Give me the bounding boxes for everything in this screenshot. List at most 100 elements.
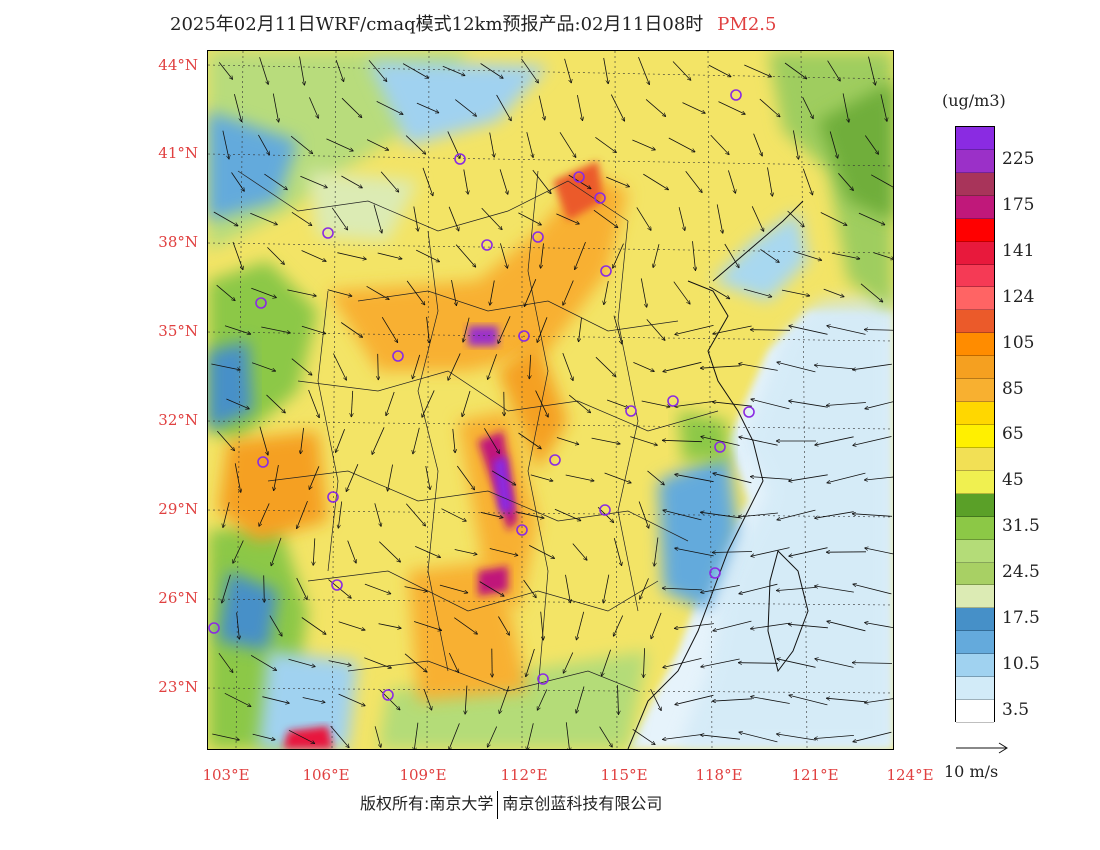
wind-arrow bbox=[556, 437, 579, 445]
wind-arrow bbox=[423, 689, 432, 711]
wind-arrow bbox=[613, 537, 621, 566]
city-marker bbox=[594, 192, 606, 204]
wind-arrow bbox=[251, 287, 276, 298]
wind-arrow bbox=[700, 735, 740, 740]
city-marker bbox=[667, 395, 679, 407]
wind-arrow bbox=[518, 432, 542, 449]
wind-arrow bbox=[498, 316, 511, 343]
wind-arrow bbox=[853, 731, 892, 742]
wind-arrow bbox=[556, 213, 579, 224]
wind-arrow bbox=[610, 94, 626, 122]
wind-arrow bbox=[738, 512, 778, 517]
wind-arrow bbox=[454, 617, 477, 635]
wind-arrow bbox=[252, 733, 276, 740]
city-marker bbox=[454, 153, 466, 165]
map-title: 2025年02月11日WRF/cmaq模式12km预报产品:02月11日08时 P… bbox=[170, 12, 776, 38]
legend-swatch bbox=[956, 424, 994, 448]
wind-arrow bbox=[250, 655, 277, 670]
wind-arrow bbox=[271, 537, 282, 566]
wind-arrow bbox=[827, 472, 866, 483]
wind-arrow bbox=[675, 325, 714, 334]
wind-arrow bbox=[386, 391, 395, 416]
wind-arrow bbox=[224, 325, 251, 334]
wind-arrow bbox=[274, 465, 279, 491]
wind-arrow bbox=[346, 464, 359, 492]
lon-label-103: 103°E bbox=[202, 766, 250, 784]
wind-arrow bbox=[760, 249, 780, 262]
legend-swatch bbox=[956, 539, 994, 563]
wind-arrow bbox=[272, 93, 278, 123]
wind-arrow bbox=[793, 130, 798, 159]
wind-arrow bbox=[309, 97, 318, 118]
wind-arrow bbox=[692, 241, 696, 271]
wind-arrow bbox=[606, 399, 629, 408]
wind-arrow bbox=[380, 171, 399, 193]
wind-arrow bbox=[662, 588, 703, 591]
wind-arrow bbox=[576, 686, 585, 714]
copyright-owner: 版权所有:南京大学 bbox=[360, 794, 494, 813]
legend-swatch bbox=[956, 287, 994, 311]
wind-arrow bbox=[653, 244, 660, 268]
legend-swatch bbox=[956, 402, 994, 425]
wind-arrow bbox=[568, 394, 591, 413]
wind-arrow bbox=[288, 658, 316, 666]
legend-label: 141 bbox=[1002, 241, 1035, 262]
wind-arrow bbox=[341, 175, 362, 188]
wind-arrow bbox=[529, 545, 555, 559]
wind-arrow bbox=[224, 692, 251, 708]
wind-arrow bbox=[231, 172, 245, 192]
legend-swatch bbox=[956, 379, 994, 403]
legend-label: 105 bbox=[1002, 332, 1035, 353]
wind-arrow bbox=[223, 502, 230, 528]
legend-swatch bbox=[956, 127, 994, 150]
legend-swatch bbox=[956, 585, 994, 609]
wind-arrow bbox=[264, 173, 287, 190]
wind-arrow bbox=[402, 63, 429, 79]
wind-arrow bbox=[826, 698, 866, 703]
wind-arrow bbox=[750, 622, 790, 629]
city-marker bbox=[382, 689, 394, 701]
wind-arrow bbox=[406, 280, 425, 305]
city-marker bbox=[599, 504, 611, 516]
wind-arrow bbox=[331, 207, 348, 230]
wind-arrow bbox=[368, 60, 387, 81]
wind-arrow bbox=[404, 653, 427, 672]
legend-swatch bbox=[956, 356, 994, 380]
wind-arrow bbox=[864, 548, 893, 555]
wind-arrow bbox=[413, 206, 418, 232]
wind-arrow bbox=[829, 131, 838, 159]
city-marker bbox=[625, 405, 637, 417]
wind-arrow bbox=[842, 93, 849, 122]
wind-arrow bbox=[743, 288, 772, 297]
legend-swatch bbox=[956, 608, 994, 632]
wind-arrow bbox=[338, 693, 366, 706]
pm25-field bbox=[208, 51, 893, 749]
wind-vectors bbox=[211, 56, 893, 749]
wind-arrow bbox=[709, 286, 730, 299]
wind-arrow bbox=[535, 390, 549, 418]
wind-arrow bbox=[651, 612, 662, 639]
wind-arrow bbox=[341, 97, 362, 118]
wind-arrow bbox=[236, 612, 240, 640]
wind-arrow bbox=[233, 540, 244, 564]
wind-arrow bbox=[480, 63, 504, 79]
wind-arrow bbox=[347, 540, 357, 564]
wind-arrow bbox=[479, 581, 505, 597]
wind-arrow bbox=[526, 648, 535, 677]
city-marker bbox=[208, 622, 220, 634]
legend-swatch bbox=[956, 447, 994, 471]
wind-arrow bbox=[858, 212, 885, 225]
wind-arrow bbox=[738, 663, 779, 664]
wind-arrow bbox=[788, 474, 828, 481]
wind-arrow bbox=[462, 390, 471, 417]
lon-label-115: 115°E bbox=[600, 766, 648, 784]
wind-arrow bbox=[413, 621, 442, 631]
wind-arrow bbox=[524, 279, 537, 307]
wind-arrow bbox=[554, 508, 581, 521]
wind-arrow bbox=[575, 241, 586, 270]
lon-label-106: 106°E bbox=[302, 766, 350, 784]
forecast-map bbox=[207, 50, 894, 750]
wind-arrow bbox=[739, 732, 778, 743]
wind-arrow bbox=[646, 319, 665, 340]
wind-arrow bbox=[860, 283, 883, 302]
